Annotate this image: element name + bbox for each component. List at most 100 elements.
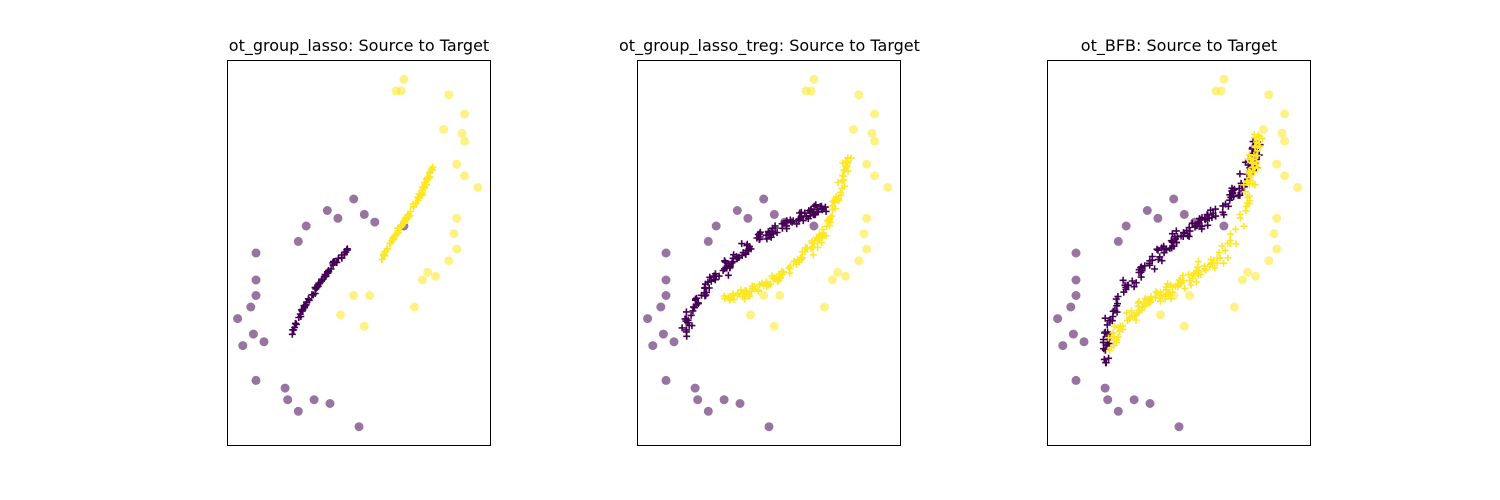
target-point xyxy=(1272,213,1282,223)
transported-samples-class-0 xyxy=(288,245,351,338)
transported-point xyxy=(767,231,774,239)
transported-point xyxy=(401,216,409,224)
target-point xyxy=(1113,406,1123,416)
transported-point xyxy=(290,326,298,334)
transported-point xyxy=(1114,300,1121,308)
transported-point xyxy=(1181,284,1189,292)
transported-point xyxy=(1211,205,1219,213)
transported-point xyxy=(1236,170,1244,178)
transported-point xyxy=(1124,317,1131,325)
target-point xyxy=(1277,128,1287,138)
target-point xyxy=(251,275,261,285)
transported-point xyxy=(1218,242,1226,250)
chart-title: ot_group_lasso_treg: Source to Target xyxy=(619,36,920,55)
target-point xyxy=(764,422,774,432)
target-point xyxy=(1142,206,1152,215)
target-point xyxy=(444,256,454,266)
transported-point xyxy=(301,303,309,310)
target-point xyxy=(775,291,785,300)
transported-point xyxy=(814,236,822,244)
transported-point xyxy=(742,250,749,258)
transported-point xyxy=(683,326,690,334)
transported-point xyxy=(1111,322,1119,330)
transported-point xyxy=(685,321,693,329)
transported-point xyxy=(796,209,804,217)
target-point xyxy=(1259,125,1268,134)
transported-point xyxy=(803,244,811,252)
transported-point xyxy=(753,234,761,242)
transported-point xyxy=(788,218,796,226)
scatter-plot-ot-group-lasso-treg xyxy=(637,60,901,446)
target-point xyxy=(1269,229,1279,239)
target-point xyxy=(449,229,459,239)
target-point xyxy=(711,221,721,231)
transported-point xyxy=(381,248,389,256)
target-point xyxy=(259,337,269,347)
transported-point xyxy=(1119,276,1127,284)
transported-point xyxy=(405,210,413,218)
transported-point xyxy=(1204,221,1212,229)
target-point xyxy=(251,291,261,300)
target-point xyxy=(246,302,256,312)
transported-point xyxy=(378,256,386,263)
transported-point xyxy=(773,229,781,236)
target-point xyxy=(452,213,462,223)
target-point xyxy=(1251,271,1261,281)
transported-point xyxy=(1132,279,1140,287)
transported-point xyxy=(1235,185,1243,193)
target-point xyxy=(309,395,319,405)
transported-point xyxy=(787,217,795,225)
transported-point xyxy=(1226,196,1234,204)
target-point xyxy=(359,209,369,219)
transported-samples-class-1 xyxy=(720,154,855,304)
target-point xyxy=(1071,375,1081,385)
transported-point xyxy=(1120,288,1128,296)
transported-point xyxy=(1250,131,1258,139)
target-point xyxy=(1293,182,1303,192)
transported-point xyxy=(712,272,720,280)
target-point xyxy=(336,310,345,320)
transported-point xyxy=(343,246,351,254)
transported-point xyxy=(678,324,686,332)
transported-point xyxy=(706,273,714,281)
target-point xyxy=(233,314,243,324)
target-point xyxy=(1280,171,1290,181)
target-point xyxy=(841,271,851,281)
transported-point xyxy=(1246,151,1253,159)
target-point xyxy=(1156,310,1165,320)
transported-point xyxy=(844,154,852,162)
target-point xyxy=(703,406,713,416)
target-point xyxy=(359,321,369,331)
transported-point xyxy=(311,290,319,297)
target-point xyxy=(473,182,483,192)
target-point xyxy=(643,314,653,324)
target-point xyxy=(283,395,293,405)
transported-point xyxy=(1130,313,1138,321)
target-point xyxy=(827,275,837,285)
transported-point xyxy=(749,283,757,291)
transported-point xyxy=(1232,225,1240,233)
transported-point xyxy=(1158,257,1166,265)
transported-point xyxy=(705,284,713,292)
target-point xyxy=(883,182,893,192)
transported-point xyxy=(1177,279,1185,287)
transported-point xyxy=(721,258,729,266)
target-point xyxy=(399,74,409,84)
target-point xyxy=(859,229,869,239)
target-point xyxy=(870,171,880,181)
transported-point xyxy=(730,296,738,303)
transported-point xyxy=(1193,263,1201,271)
transported-point xyxy=(391,231,399,239)
transported-point xyxy=(1215,249,1223,257)
target-point xyxy=(1264,256,1274,266)
target-point xyxy=(460,171,470,181)
axes-frame xyxy=(637,60,901,446)
transported-point xyxy=(733,291,741,299)
transported-point xyxy=(1240,222,1248,230)
transported-point xyxy=(313,284,321,291)
transported-point xyxy=(1141,295,1149,303)
target-point xyxy=(1264,90,1274,100)
target-point xyxy=(769,321,779,331)
scatter-plot-ot-bfb xyxy=(1047,60,1311,446)
transported-point xyxy=(818,206,826,214)
